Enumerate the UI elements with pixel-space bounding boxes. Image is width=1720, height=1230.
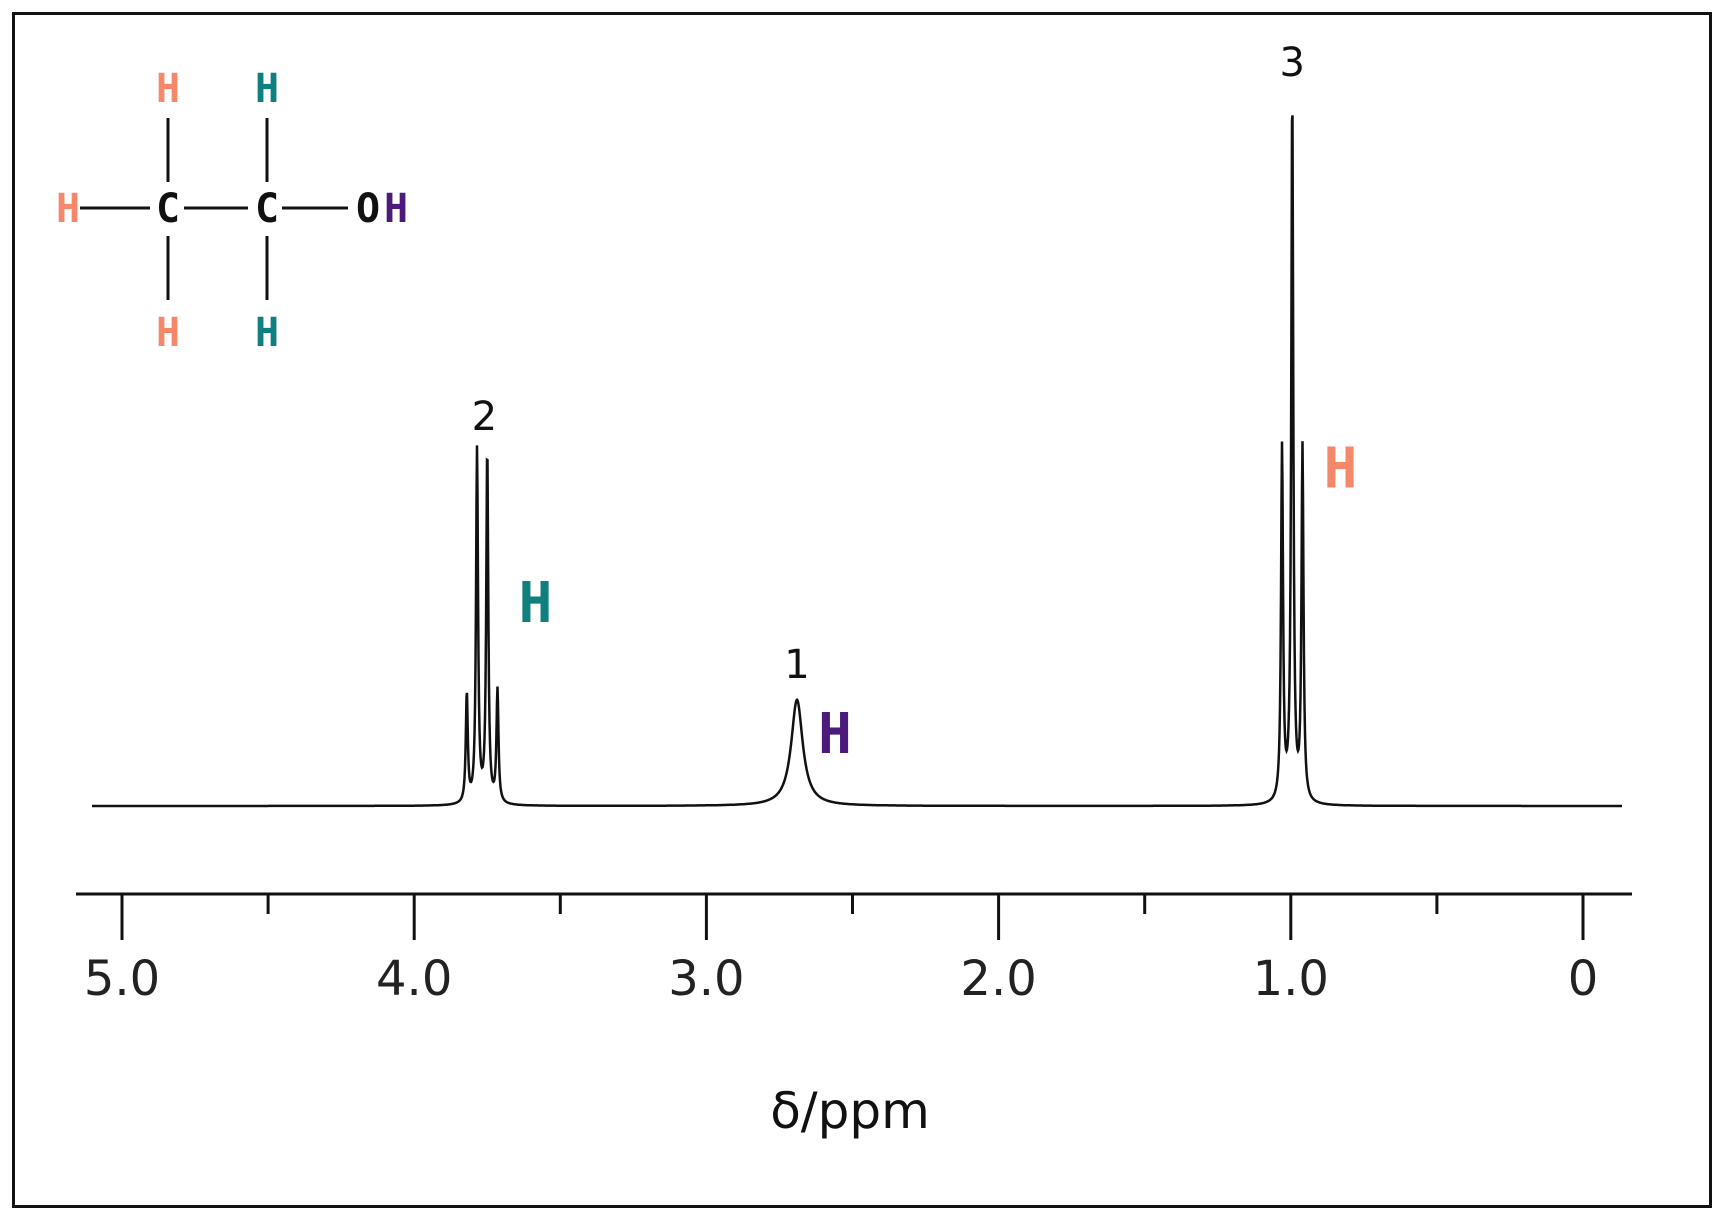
peak-1-hydrogen-label: H: [818, 702, 852, 767]
chart-frame: [12, 12, 1712, 1208]
peak-3-integration-label: 3: [1280, 40, 1305, 86]
x-axis-ticks: [120, 894, 1585, 940]
atom-h-c1-top: H: [156, 66, 180, 112]
atom-h-c1-bottom: H: [156, 310, 180, 356]
x-axis-tick-label: 5.0: [84, 951, 160, 1007]
peak-1-integration-label: 1: [784, 642, 809, 688]
x-axis-tick-label: 2.0: [960, 951, 1036, 1007]
x-axis-tick-label: 4.0: [376, 951, 452, 1007]
spectrum-trace: [92, 115, 1622, 808]
x-axis-tick-label: 1.0: [1253, 951, 1329, 1007]
ethanol-structure: H H H C C O H H H: [56, 66, 408, 356]
atom-h-c2-top: H: [255, 66, 279, 112]
peak-3-hydrogen-label: H: [1324, 436, 1358, 501]
x-axis-tick-label: 3.0: [668, 951, 744, 1007]
x-axis-title: δ/ppm: [770, 1082, 930, 1140]
atom-o: O: [356, 186, 380, 232]
atom-h-c1-left: H: [56, 186, 80, 232]
atom-c1: C: [156, 186, 180, 232]
atom-c2: C: [255, 186, 279, 232]
x-axis-tick-label: 0: [1568, 951, 1599, 1007]
atom-h-oh: H: [384, 186, 408, 232]
peak-2-integration-label: 2: [472, 394, 497, 440]
atom-h-c2-bottom: H: [255, 310, 279, 356]
x-axis-tick-labels: 5.0 4.0 3.0 2.0 1.0 0: [84, 951, 1598, 1007]
peak-2-hydrogen-label: H: [519, 571, 553, 636]
